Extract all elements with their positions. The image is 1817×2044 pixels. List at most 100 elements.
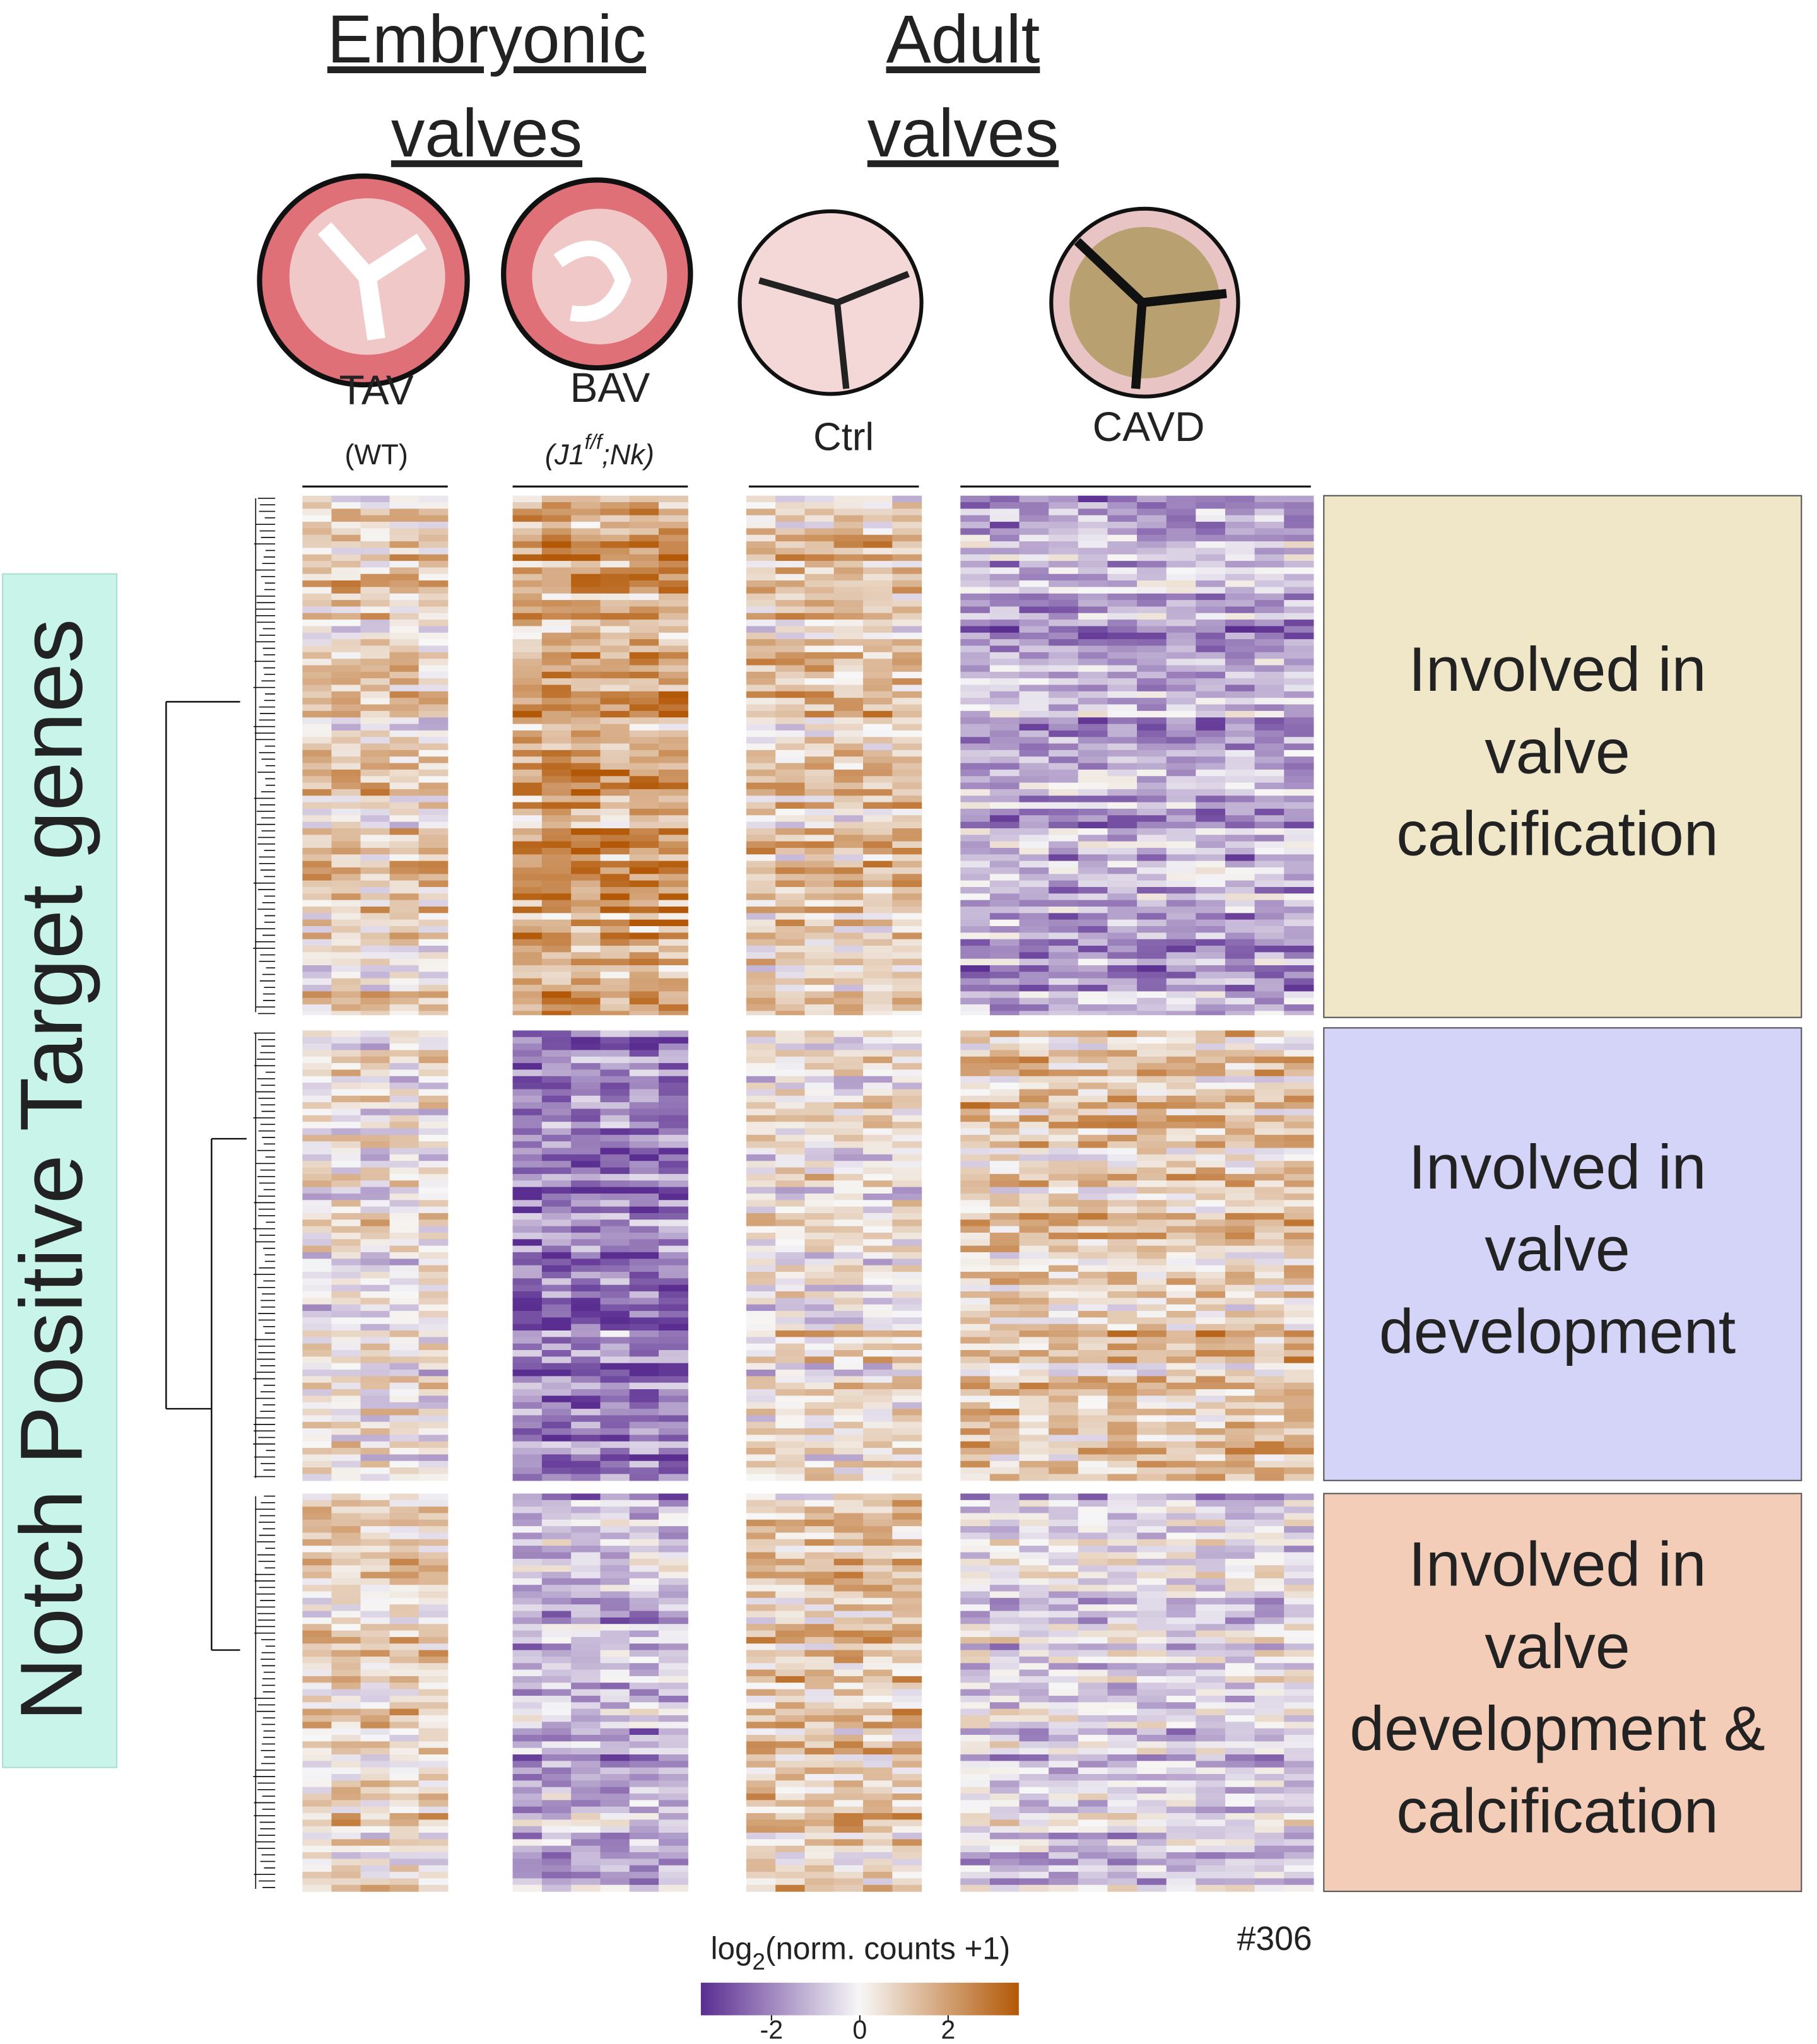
heatmap-cell	[1137, 769, 1167, 777]
heatmap-cell	[863, 515, 893, 522]
heatmap-cell	[1107, 1213, 1138, 1220]
heatmap-cell	[1107, 1187, 1138, 1194]
heatmap-cell	[331, 1454, 362, 1462]
heatmap-cell	[746, 985, 776, 992]
heatmap-cell	[600, 1565, 630, 1573]
heatmap-cell	[389, 1004, 420, 1012]
heatmap-cell	[1166, 1108, 1196, 1116]
heatmap-cell	[331, 1219, 362, 1227]
heatmap-cell	[989, 1011, 1020, 1016]
heatmap-cell	[1284, 1363, 1314, 1370]
heatmap-cell	[833, 749, 864, 757]
heatmap-cell	[512, 515, 543, 522]
heatmap-cell	[1137, 1558, 1167, 1566]
heatmap-cell	[1107, 1278, 1138, 1286]
heatmap-cell	[1137, 1167, 1167, 1175]
heatmap-cell	[833, 1539, 864, 1546]
heatmap-cell	[541, 893, 572, 901]
heatmap-cell	[600, 946, 630, 953]
heatmap-cell	[892, 1265, 922, 1272]
heatmap-cell	[1019, 841, 1049, 849]
heatmap-cell	[960, 1441, 991, 1448]
heatmap-cell	[659, 724, 688, 731]
heatmap-cell	[804, 900, 835, 907]
heatmap-cell	[1107, 1310, 1138, 1318]
heatmap-cell	[989, 932, 1020, 940]
heatmap-cell	[1107, 1467, 1138, 1475]
heatmap-cell	[892, 946, 922, 953]
heatmap-cell	[600, 1421, 630, 1429]
heatmap-cell	[1078, 1507, 1108, 1514]
heatmap-cell	[1225, 1161, 1255, 1168]
heatmap-cell	[302, 704, 332, 712]
heatmap-cell	[775, 1441, 806, 1448]
heatmap-cell	[833, 991, 864, 999]
heatmap-cell	[1137, 946, 1167, 953]
heatmap-cell	[360, 1370, 391, 1377]
heatmap-cell	[418, 717, 449, 725]
heatmap-cell	[775, 1474, 806, 1481]
heatmap-cell	[302, 600, 332, 608]
heatmap-cell	[571, 939, 601, 946]
heatmap-cell	[1078, 710, 1108, 718]
heatmap-cell	[746, 1030, 776, 1038]
heatmap-cell	[1225, 782, 1255, 790]
heatmap-cell	[989, 749, 1020, 757]
heatmap-cell	[600, 573, 630, 581]
heatmap-cell	[418, 1500, 449, 1507]
heatmap-cell	[863, 1310, 893, 1318]
heatmap-cell	[302, 1460, 332, 1468]
heatmap-cell	[302, 541, 332, 549]
heatmap-cell	[1107, 867, 1138, 874]
heatmap-cell	[746, 1539, 776, 1546]
heatmap-cell	[892, 534, 922, 542]
heatmap-cell	[659, 841, 688, 849]
heatmap-cell	[331, 1343, 362, 1351]
heatmap-cell	[746, 613, 776, 620]
heatmap-cell	[1284, 958, 1314, 966]
heatmap-cell	[775, 1076, 806, 1083]
heatmap-cell	[1196, 737, 1226, 744]
heatmap-cell	[1107, 769, 1138, 777]
heatmap-cell	[804, 1219, 835, 1227]
heatmap-cell	[1049, 1370, 1079, 1377]
heatmap-cell	[1166, 1532, 1196, 1540]
heatmap-cell	[302, 1402, 332, 1409]
heatmap-cell	[418, 1173, 449, 1181]
heatmap-cell	[659, 1571, 688, 1579]
heatmap-cell	[1225, 1173, 1255, 1181]
heatmap-cell	[960, 1395, 991, 1403]
heatmap-cell	[1284, 796, 1314, 803]
heatmap-cell	[1019, 730, 1049, 737]
heatmap-cell	[1078, 1148, 1108, 1155]
heatmap-cell	[892, 1591, 922, 1599]
heatmap-cell	[659, 717, 688, 725]
heatmap-cell	[600, 1343, 630, 1351]
heatmap-cell	[1284, 580, 1314, 588]
heatmap-cell	[418, 1200, 449, 1207]
heatmap-cell	[360, 782, 391, 790]
heatmap-cell	[1166, 1513, 1196, 1520]
heatmap-cell	[1078, 1154, 1108, 1161]
heatmap-cell	[418, 828, 449, 835]
heatmap-cell	[892, 952, 922, 960]
heatmap-cell	[746, 1134, 776, 1142]
heatmap-cell	[629, 515, 659, 522]
heatmap-cell	[892, 502, 922, 510]
heatmap-cell	[1254, 659, 1285, 666]
heatmap-cell	[1078, 802, 1108, 809]
heatmap-cell	[1019, 678, 1049, 686]
heatmap-cell	[989, 580, 1020, 588]
heatmap-cell	[863, 671, 893, 679]
heatmap-cell	[1196, 1278, 1226, 1286]
heatmap-cell	[863, 1298, 893, 1305]
heatmap-cell	[512, 632, 543, 640]
heatmap-cell	[863, 1134, 893, 1142]
heatmap-cell	[746, 1611, 776, 1618]
heatmap-cell	[1196, 997, 1226, 1005]
heatmap-cell	[571, 1526, 601, 1534]
heatmap-cell	[571, 1409, 601, 1416]
heatmap-cell	[302, 1578, 332, 1585]
heatmap-cell	[418, 567, 449, 575]
heatmap-cell	[989, 776, 1020, 784]
